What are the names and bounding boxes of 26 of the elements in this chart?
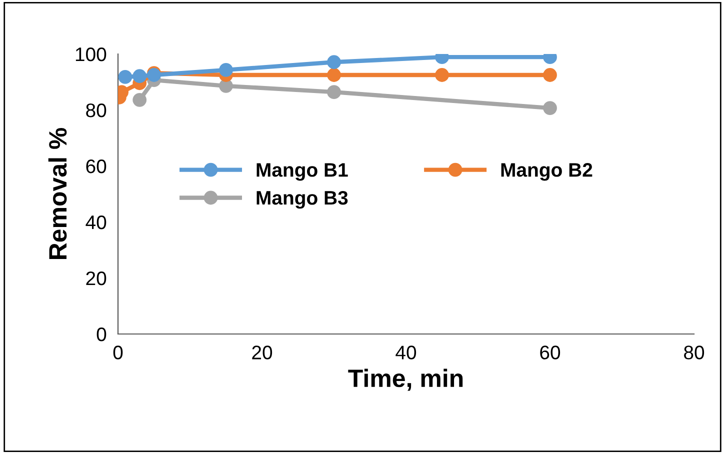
- point: [543, 101, 557, 115]
- y-tick-label: 60: [86, 159, 106, 174]
- point: [435, 68, 449, 82]
- point: [118, 70, 132, 84]
- point: [132, 69, 147, 84]
- point: [327, 85, 341, 100]
- legend-label: Mango B3: [256, 190, 348, 209]
- y-tick-label: 20: [86, 271, 106, 286]
- legend-label: Mango B1: [256, 163, 348, 181]
- x-tick-label: 20: [252, 346, 272, 360]
- y-tick-label: 0: [96, 327, 106, 342]
- point: [543, 68, 557, 82]
- y-axis-title: Removal %: [48, 128, 67, 260]
- x-tick-label: 40: [396, 346, 416, 360]
- x-axis-title: Time, min: [348, 368, 463, 391]
- point: [327, 68, 341, 82]
- y-tick-label: 40: [86, 215, 106, 230]
- point: [219, 63, 233, 77]
- x-tick-label: 0: [113, 346, 123, 360]
- point: [327, 55, 341, 70]
- legend-label: Mango B2: [501, 163, 592, 181]
- y-tick-label: 80: [86, 103, 106, 118]
- y-tick-label: 100: [76, 47, 106, 62]
- x-tick-label: 80: [684, 346, 704, 360]
- x-tick-label: 60: [540, 346, 560, 360]
- point: [132, 92, 147, 107]
